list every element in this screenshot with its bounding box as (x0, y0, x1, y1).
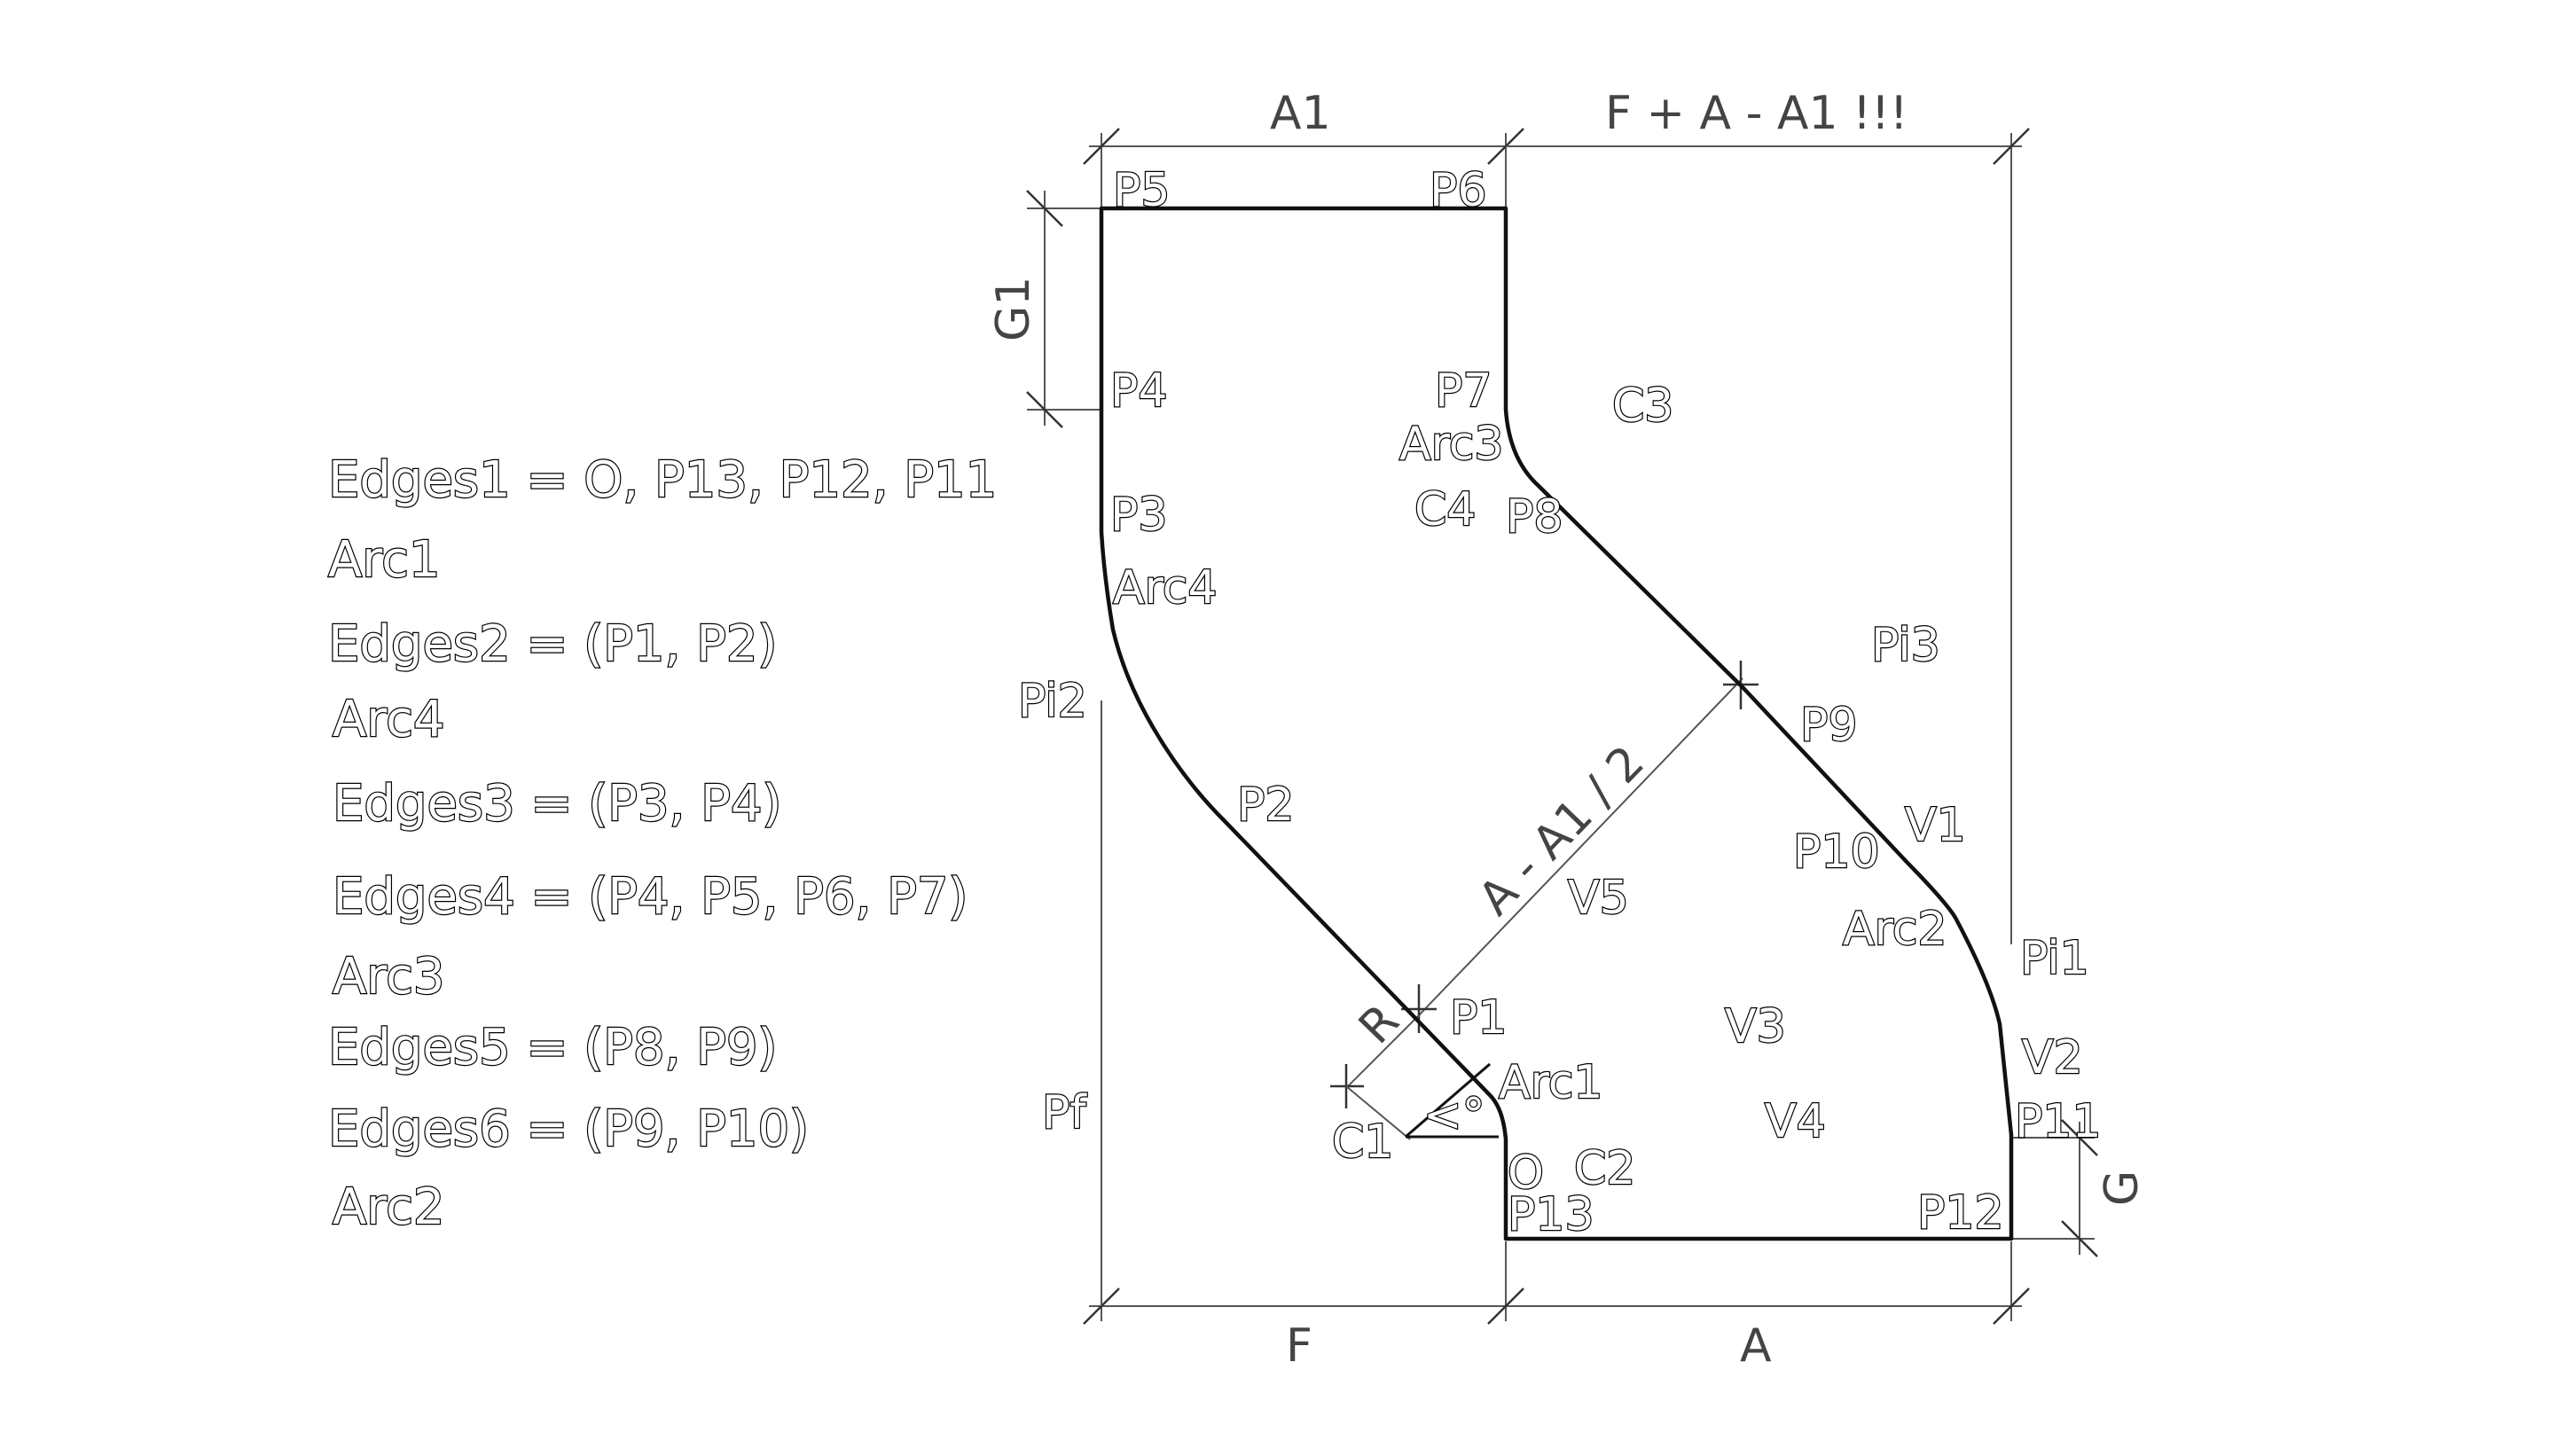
label-p7: P7 (1435, 364, 1492, 418)
label-v5: V5 (1568, 872, 1629, 925)
label-p9: P9 (1800, 699, 1857, 752)
label-p12: P12 (1917, 1186, 2004, 1240)
dim-g1: G1 (987, 277, 1040, 341)
edges-line-1: Edges1 = O, P13, P12, P11 (328, 451, 997, 509)
profile-outline (1099, 206, 2014, 1241)
label-c2: C2 (1574, 1142, 1635, 1195)
label-p4: P4 (1110, 364, 1167, 418)
edges-line-6: Edges4 = (P4, P5, P6, P7) (333, 868, 968, 926)
label-c4: C4 (1414, 483, 1476, 536)
edges-line-2: Arc1 (328, 531, 441, 589)
label-v3: V3 (1725, 1000, 1786, 1053)
label-arc2: Arc2 (1843, 903, 1947, 956)
angle-marker (1405, 1062, 1499, 1139)
label-arc3: Arc3 (1399, 418, 1503, 471)
label-c3: C3 (1612, 380, 1673, 433)
edges-line-7: Arc3 (333, 948, 445, 1006)
label-pi1: Pi1 (2020, 932, 2089, 985)
label-p1: P1 (1450, 991, 1507, 1045)
dimension-lines (1026, 128, 2098, 1325)
label-pf: Pf (1042, 1086, 1087, 1139)
label-pi2: Pi2 (1018, 675, 1087, 728)
edges-line-3: Edges2 = (P1, P2) (328, 615, 777, 673)
label-arc4: Arc4 (1113, 561, 1217, 614)
edges-list: Edges1 = O, P13, P12, P11 Arc1 Edges2 = … (327, 450, 999, 1237)
edges-line-9: Edges6 = (P9, P10) (328, 1100, 809, 1158)
dim-f: F (1286, 1319, 1312, 1373)
dim-g: G (2096, 1170, 2149, 1206)
label-p5: P5 (1113, 164, 1170, 217)
label-v2: V2 (2022, 1031, 2083, 1084)
label-v4: V4 (1765, 1095, 1826, 1148)
label-p11: P11 (2015, 1095, 2102, 1148)
edges-line-10: Arc2 (333, 1178, 445, 1236)
label-p10: P10 (1793, 826, 1880, 879)
point-labels: P5 P6 P4 P7 C3 Arc3 P3 C4 P8 Arc4 Pi3 Pi… (1017, 163, 2103, 1242)
label-p3: P3 (1110, 489, 1167, 542)
label-p8: P8 (1506, 490, 1563, 544)
label-o: O (1508, 1147, 1544, 1200)
label-p13: P13 (1508, 1188, 1594, 1241)
label-pi3: Pi3 (1871, 619, 1940, 672)
label-p6: P6 (1430, 164, 1486, 217)
label-p2: P2 (1237, 779, 1294, 832)
dim-a: A (1740, 1319, 1772, 1373)
edges-line-8: Edges5 = (P8, P9) (328, 1019, 777, 1076)
edges-line-4: Arc4 (333, 691, 445, 748)
label-v1: V1 (1905, 799, 1966, 852)
label-arc1: Arc1 (1499, 1056, 1602, 1109)
label-angle: <° (1423, 1089, 1485, 1142)
label-c1: C1 (1332, 1115, 1393, 1169)
edges-line-5: Edges3 = (P3, P4) (333, 775, 781, 833)
dim-a1: A1 (1270, 87, 1331, 140)
dim-f-plus-a-minus-a1: F + A - A1 !!! (1605, 87, 1908, 140)
